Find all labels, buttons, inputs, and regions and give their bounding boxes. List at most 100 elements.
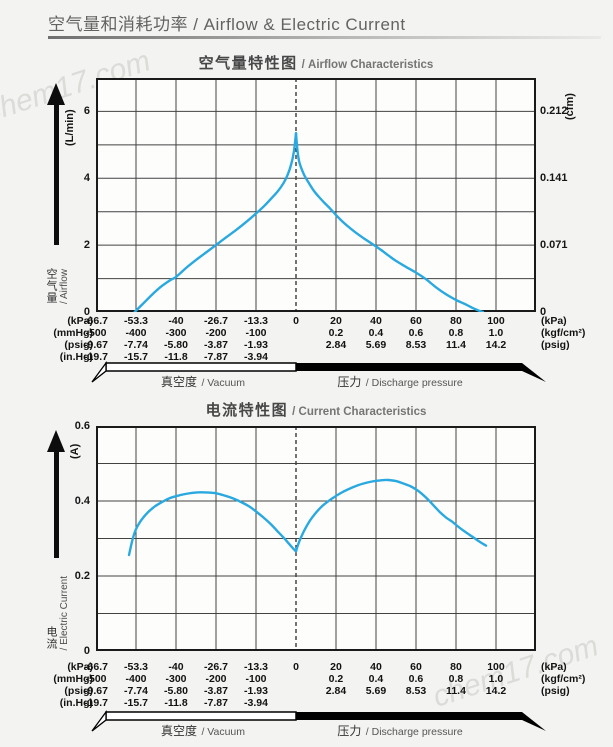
x-tick-label: -26.7 xyxy=(204,315,228,327)
x-tick-label: 0 xyxy=(293,315,299,327)
x-tick-label: 100 xyxy=(487,661,505,673)
plot-border xyxy=(96,78,536,312)
x-axis-labels: (kPa) -66.7 -53.3 -40 -26.7 -13.3 0 20 40 60 80 100… xyxy=(53,661,585,709)
x-tick-label: -3.94 xyxy=(244,351,268,363)
pressure-label-en: / Discharge pressure xyxy=(365,726,463,738)
y-tick-label: 4 xyxy=(83,172,90,185)
x-tick-label: 14.2 xyxy=(485,339,507,351)
x-tick-label: -26.7 xyxy=(204,661,228,673)
x-tick-label: 20 xyxy=(330,315,342,327)
x-tick-label: -11.8 xyxy=(164,351,188,363)
y-axis-label: 空气量 / Airflow xyxy=(43,246,70,304)
vacuum-label-en: / Vacuum xyxy=(201,377,246,389)
x-tick-label: 2.84 xyxy=(325,339,347,351)
x-tick-label: -1.93 xyxy=(244,685,268,697)
y-axis-arrow-icon xyxy=(47,430,71,558)
x-axis-unit-right: (kgf/cm²) xyxy=(541,673,586,685)
x-tick-label: 40 xyxy=(370,315,382,327)
plot-border xyxy=(96,426,536,651)
x-axis-row: (psig) -9.67 -7.74 -5.80 -3.87 -1.93 2.84 5.69 8… xyxy=(64,339,569,351)
x-tick-label: 0.2 xyxy=(328,673,344,685)
x-tick-label: -53.3 xyxy=(124,661,148,673)
x-tick-label: -40 xyxy=(168,661,184,673)
x-axis-unit-left: (in.Hg) xyxy=(59,697,93,709)
x-tick-label: 0.6 xyxy=(408,673,424,685)
y-tick-label: 0.141 xyxy=(540,172,568,185)
x-tick-label: 1.0 xyxy=(488,327,504,339)
x-axis-row: (in.Hg) -19.7 -15.7 -11.8 -7.87 -3.94 xyxy=(60,697,536,709)
x-tick-label: -100 xyxy=(245,327,267,339)
x-axis-unit-left: (kPa) xyxy=(67,315,93,327)
x-tick-label: 8.53 xyxy=(405,339,427,351)
x-axis-unit-right: (kPa) xyxy=(541,661,567,673)
pressure-label: 压力 / Discharge pressure xyxy=(337,722,462,740)
x-tick-label: -40 xyxy=(168,315,184,327)
x-tick-label: -500 xyxy=(85,327,107,339)
electric-current-curve xyxy=(127,491,298,557)
y-axis-arrow-icon xyxy=(47,83,71,245)
x-tick-label: -1.93 xyxy=(244,339,268,351)
x-tick-label: 60 xyxy=(410,661,422,673)
x-tick-label: -400 xyxy=(125,327,147,339)
y-tick-label: 0.071 xyxy=(540,238,568,251)
arrow-head-icon xyxy=(47,430,65,452)
x-axis-row: (in.Hg) -19.7 -15.7 -11.8 -7.87 -3.94 xyxy=(60,351,536,363)
x-tick-label: -7.74 xyxy=(124,685,148,697)
x-tick-label: 80 xyxy=(450,661,462,673)
x-tick-label: 0.8 xyxy=(448,327,464,339)
x-tick-label: -200 xyxy=(205,673,227,685)
airflow-curve xyxy=(294,132,485,312)
x-tick-label: -100 xyxy=(245,673,267,685)
page-title: 空气量和消耗功率 / Airflow & Electric Current xyxy=(48,15,406,34)
x-tick-label: -19.7 xyxy=(84,697,108,709)
x-tick-label: -7.87 xyxy=(204,697,228,709)
x-tick-label: -500 xyxy=(85,673,107,685)
chart-title: 电流特性图 / Current Characteristics xyxy=(96,399,536,420)
x-tick-label: 0.6 xyxy=(408,327,424,339)
y-tick-label: 0 xyxy=(540,306,547,318)
vacuum-label: 真空度 / Vacuum xyxy=(161,373,245,391)
airflow-curve xyxy=(133,132,298,312)
x-axis-unit-left: (mmHg) xyxy=(53,673,93,685)
pressure-label-zh: 压力 xyxy=(337,375,362,389)
x-tick-label: 80 xyxy=(450,315,462,327)
x-axis-row: (mmHg) -500 -400 -300 -200 -100 0.2 0.4 0.6 0.8 1.… xyxy=(53,327,585,339)
arrow-shaft xyxy=(54,450,59,558)
x-tick-label: 20 xyxy=(330,661,342,673)
x-tick-label: -53.3 xyxy=(124,315,148,327)
x-tick-label: 100 xyxy=(487,315,505,327)
y-tick-label: 0.2 xyxy=(74,570,90,582)
right-arrow-tip-icon xyxy=(522,363,546,382)
x-axis-unit-right: (psig) xyxy=(541,685,570,697)
x-tick-label: -400 xyxy=(125,673,147,685)
y-tick-label: 0.4 xyxy=(74,495,90,507)
x-tick-label: -7.74 xyxy=(124,339,148,351)
x-tick-label: 0.4 xyxy=(368,673,384,685)
chart-title: 空气量特性图 / Airflow Characteristics xyxy=(96,52,536,73)
x-tick-label: -300 xyxy=(165,327,187,339)
y-tick-label: 0 xyxy=(83,306,90,318)
current-plot xyxy=(96,426,536,651)
pressure-label-zh: 压力 xyxy=(337,724,362,738)
y-axis-label: 电流 / Electric Current xyxy=(43,558,70,650)
chart-title-en: / Current Characteristics xyxy=(292,406,427,418)
x-tick-label: 60 xyxy=(410,315,422,327)
chart-title-zh: 电流特性图 xyxy=(205,402,289,419)
arrow-head-icon xyxy=(47,83,65,105)
electric-current-curve xyxy=(294,478,488,553)
y-tick-label: 6 xyxy=(83,105,90,118)
vacuum-bar xyxy=(105,711,297,721)
x-tick-label: 0 xyxy=(293,661,299,673)
y-axis-label-zh: 空气量 xyxy=(45,268,57,304)
x-tick-label: 0.2 xyxy=(328,327,344,339)
pressure-bar xyxy=(296,712,522,720)
x-axis-unit-right: (kgf/cm²) xyxy=(541,327,586,339)
x-tick-label: 5.69 xyxy=(365,685,387,697)
y-tick-label: 0.212 xyxy=(540,105,568,118)
pressure-label: 压力 / Discharge pressure xyxy=(337,373,462,391)
x-tick-label: 8.53 xyxy=(405,685,427,697)
chart-title-zh: 空气量特性图 xyxy=(198,55,298,72)
x-tick-label: -15.7 xyxy=(124,697,148,709)
x-tick-label: -200 xyxy=(205,327,227,339)
